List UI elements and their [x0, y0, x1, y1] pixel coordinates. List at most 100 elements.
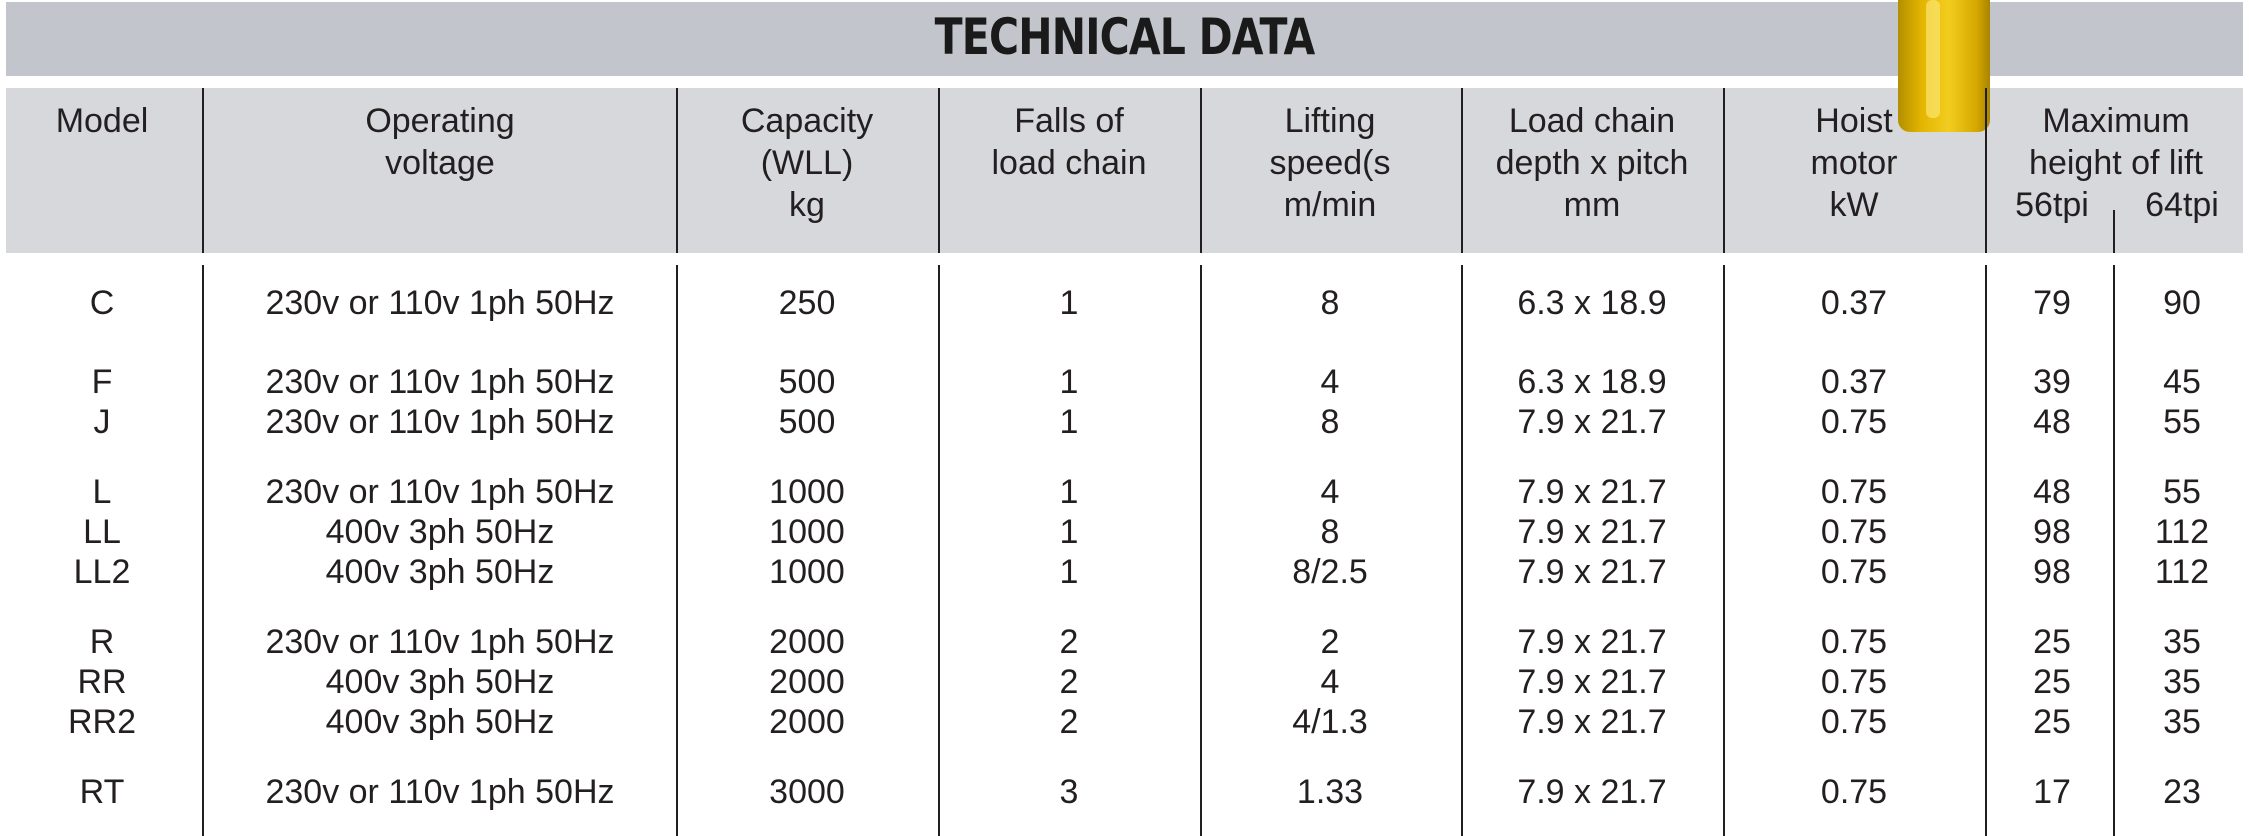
header-line: Operating	[365, 102, 515, 140]
cell-chain: 7.9 x 21.7	[1517, 403, 1667, 441]
column-divider	[1200, 88, 1202, 253]
header-line: depth x pitch	[1495, 144, 1689, 182]
cell-model: RR2	[67, 703, 137, 741]
cell-voltage: 230v or 110v 1ph 50Hz	[265, 403, 615, 441]
chain-hook-graphic	[1898, 0, 1990, 132]
cell-voltage: 230v or 110v 1ph 50Hz	[265, 284, 615, 322]
cell-chain: 7.9 x 21.7	[1517, 473, 1667, 511]
cell-h56: 48	[2033, 403, 2071, 441]
cell-capacity: 3000	[769, 773, 845, 811]
cell-falls: 2	[1059, 663, 1079, 701]
column-divider	[2113, 210, 2115, 253]
cell-model: C	[89, 284, 115, 322]
cell-voltage: 400v 3ph 50Hz	[325, 663, 555, 701]
cell-speed: 4	[1320, 363, 1340, 401]
header-line: Lifting	[1284, 102, 1376, 140]
cell-model: LL2	[73, 553, 131, 591]
header-line: Maximum	[2042, 102, 2190, 140]
column-header-height: Maximum height of lift	[1986, 100, 2246, 184]
header-line: voltage	[385, 144, 495, 182]
header-line: Load chain	[1508, 102, 1676, 140]
header-line: Model	[55, 102, 149, 140]
page-title: TECHNICAL DATA	[934, 8, 1316, 66]
cell-voltage: 230v or 110v 1ph 50Hz	[265, 623, 615, 661]
cell-model: J	[93, 403, 111, 441]
column-header-falls: Falls of load chain	[944, 100, 1194, 184]
column-header-height-64: 64tpi	[2145, 186, 2219, 224]
cell-voltage: 400v 3ph 50Hz	[325, 553, 555, 591]
column-divider	[1723, 265, 1725, 836]
header-line: Falls of	[1014, 102, 1124, 140]
cell-falls: 1	[1059, 473, 1079, 511]
cell-capacity: 2000	[769, 623, 845, 661]
column-divider	[938, 265, 940, 836]
cell-h64: 55	[2163, 473, 2201, 511]
cell-motor: 0.75	[1820, 663, 1888, 701]
cell-falls: 2	[1059, 703, 1079, 741]
header-line: height of lift	[2029, 144, 2203, 182]
cell-speed: 8	[1320, 403, 1340, 441]
cell-speed: 4	[1320, 663, 1340, 701]
column-header-voltage: Operating voltage	[210, 100, 670, 184]
cell-voltage: 230v or 110v 1ph 50Hz	[265, 773, 615, 811]
cell-motor: 0.75	[1820, 513, 1888, 551]
cell-speed: 4	[1320, 473, 1340, 511]
header-line: kg	[789, 186, 825, 224]
column-divider	[1461, 88, 1463, 253]
header-line: kW	[1829, 186, 1879, 224]
cell-motor: 0.75	[1820, 623, 1888, 661]
column-divider	[1985, 265, 1987, 836]
title-bar: TECHNICAL DATA	[6, 2, 2243, 76]
cell-capacity: 1000	[769, 473, 845, 511]
column-divider	[1723, 88, 1725, 253]
cell-model: F	[91, 363, 113, 401]
header-line: (WLL)	[760, 144, 854, 182]
column-header-chain: Load chain depth x pitch mm	[1467, 100, 1717, 226]
cell-h56: 25	[2033, 703, 2071, 741]
cell-falls: 2	[1059, 623, 1079, 661]
cell-h56: 98	[2033, 513, 2071, 551]
cell-h56: 98	[2033, 553, 2071, 591]
cell-h64: 35	[2163, 623, 2201, 661]
cell-motor: 0.75	[1820, 403, 1888, 441]
cell-capacity: 2000	[769, 703, 845, 741]
cell-falls: 1	[1059, 284, 1079, 322]
cell-motor: 0.75	[1820, 553, 1888, 591]
cell-h56: 25	[2033, 623, 2071, 661]
column-header-capacity: Capacity (WLL) kg	[682, 100, 932, 226]
cell-h64: 35	[2163, 703, 2201, 741]
cell-chain: 7.9 x 21.7	[1517, 703, 1667, 741]
cell-falls: 1	[1059, 513, 1079, 551]
cell-falls: 1	[1059, 403, 1079, 441]
cell-capacity: 250	[778, 284, 836, 322]
cell-motor: 0.75	[1820, 703, 1888, 741]
cell-model: LL	[83, 513, 121, 551]
cell-h56: 25	[2033, 663, 2071, 701]
cell-h64: 90	[2163, 284, 2201, 322]
cell-motor: 0.75	[1820, 773, 1888, 811]
header-line: speed(s	[1269, 144, 1391, 182]
cell-motor: 0.75	[1820, 473, 1888, 511]
cell-voltage: 230v or 110v 1ph 50Hz	[265, 363, 615, 401]
cell-capacity: 1000	[769, 553, 845, 591]
table-header-band	[6, 88, 2243, 253]
header-line: mm	[1563, 186, 1621, 224]
cell-chain: 6.3 x 18.9	[1517, 363, 1667, 401]
cell-h56: 17	[2033, 773, 2071, 811]
cell-speed: 8	[1320, 513, 1340, 551]
cell-speed: 8	[1320, 284, 1340, 322]
cell-chain: 7.9 x 21.7	[1517, 513, 1667, 551]
cell-h64: 112	[2154, 513, 2210, 551]
cell-speed: 4/1.3	[1292, 703, 1368, 741]
cell-h64: 35	[2163, 663, 2201, 701]
cell-chain: 6.3 x 18.9	[1517, 284, 1667, 322]
cell-model: L	[92, 473, 112, 511]
column-header-motor: Hoist motor kW	[1729, 100, 1979, 226]
cell-falls: 3	[1059, 773, 1079, 811]
cell-voltage: 400v 3ph 50Hz	[325, 703, 555, 741]
header-line: m/min	[1283, 186, 1377, 224]
cell-speed: 8/2.5	[1292, 553, 1368, 591]
cell-h64: 23	[2163, 773, 2201, 811]
header-line: load chain	[991, 144, 1147, 182]
column-divider	[2113, 265, 2115, 836]
